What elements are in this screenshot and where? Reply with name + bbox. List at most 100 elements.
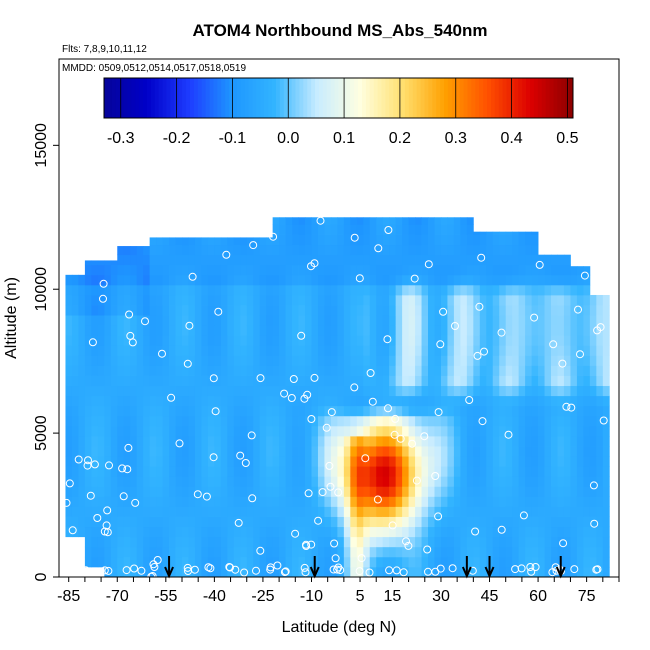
heatmap-cell (266, 405, 274, 417)
heatmap-cell (136, 466, 144, 477)
heatmap-cell (453, 476, 461, 487)
heatmap-cell (110, 264, 118, 276)
observation-point (390, 430, 399, 439)
heatmap-cell (583, 355, 591, 366)
heatmap-cell (337, 405, 345, 417)
heatmap-cell (156, 294, 163, 306)
heatmap-cell (279, 435, 286, 447)
heatmap-cell (589, 345, 597, 356)
heatmap-cell (253, 244, 261, 256)
observation-point (241, 459, 250, 467)
heatmap-cell (169, 237, 176, 246)
heatmap-cell (246, 536, 254, 548)
heatmap-cell (201, 446, 209, 457)
heatmap-cell (421, 264, 429, 276)
heatmap-cell (518, 234, 526, 246)
heatmap-cell (583, 556, 591, 568)
heatmap-cell (518, 466, 526, 477)
heatmap-cell (576, 355, 584, 366)
heatmap-cell (292, 496, 299, 507)
heatmap-cell (337, 244, 345, 256)
colorbar-segment (264, 78, 269, 118)
heatmap-cell (214, 355, 222, 366)
heatmap-cell (104, 375, 112, 387)
observation-point (214, 307, 223, 316)
heatmap-cell (104, 496, 112, 507)
heatmap-cell (156, 375, 163, 387)
heatmap-cell (65, 284, 73, 296)
heatmap-cell (356, 496, 364, 507)
heatmap-cell (499, 375, 507, 387)
heatmap-cell (311, 335, 319, 346)
colorbar-segment (393, 78, 398, 118)
heatmap-cell (376, 395, 384, 407)
heatmap-cell (453, 446, 461, 457)
heatmap-cell (343, 335, 351, 346)
heatmap-cell (589, 365, 597, 376)
heatmap-cell (395, 274, 403, 286)
heatmap-cell (175, 254, 183, 266)
heatmap-cell (305, 294, 312, 306)
heatmap-cell (408, 446, 416, 457)
heatmap-cell (188, 415, 196, 427)
heatmap-cell (207, 294, 215, 306)
heatmap-cell (227, 284, 235, 296)
heatmap-cell (259, 385, 267, 397)
heatmap-cell (259, 516, 267, 528)
heatmap-cell (253, 264, 261, 276)
heatmap-cell (143, 516, 151, 528)
heatmap-cell (570, 536, 578, 548)
heatmap-cell (453, 566, 461, 578)
heatmap-cell (395, 496, 403, 507)
colorbar-segment (408, 78, 414, 118)
heatmap-cell (253, 556, 261, 568)
heatmap-cell (292, 395, 299, 407)
heatmap-cell (576, 536, 584, 548)
heatmap-cell (233, 435, 241, 447)
colorbar-segment (483, 78, 488, 118)
heatmap-cell (233, 335, 241, 346)
heatmap-cell (156, 335, 163, 346)
heatmap-cell (233, 546, 241, 558)
heatmap-cell (136, 335, 144, 346)
heatmap-cell (376, 496, 384, 507)
heatmap-cell (402, 456, 409, 467)
heatmap-cell (84, 506, 92, 517)
heatmap-cell (169, 546, 176, 558)
heatmap-cell (220, 375, 228, 387)
heatmap-cell (356, 425, 364, 437)
heatmap-cell (91, 556, 99, 568)
heatmap-cell (201, 546, 209, 558)
heatmap-cell (538, 335, 545, 346)
observation-point (222, 250, 231, 259)
heatmap-cell (123, 335, 131, 346)
colorbar-segment (420, 78, 425, 118)
x-tick-label: 45 (481, 588, 499, 605)
heatmap-cell (65, 405, 73, 417)
heatmap-cell (246, 284, 254, 296)
heatmap-cell (350, 506, 358, 517)
heatmap-cell (525, 425, 532, 437)
heatmap-cell (337, 556, 345, 568)
heatmap-cell (525, 375, 532, 387)
heatmap-cell (570, 305, 578, 316)
heatmap-cell (363, 305, 371, 316)
heatmap-cell (214, 405, 222, 417)
observation-point (211, 407, 220, 416)
heatmap-cell (525, 254, 532, 266)
heatmap-cell (402, 425, 409, 437)
heatmap-cell (551, 546, 558, 558)
colorbar-segment (158, 78, 164, 118)
heatmap-cell (602, 315, 610, 326)
heatmap-cell (175, 315, 183, 326)
heatmap-cell (324, 546, 332, 558)
heatmap-cell (602, 335, 610, 346)
heatmap-cell (486, 375, 494, 387)
heatmap-cell (272, 305, 280, 316)
heatmap-cell (143, 446, 151, 457)
observation-point (318, 488, 327, 497)
heatmap-cell (182, 254, 189, 266)
colorbar-segment (447, 78, 453, 118)
heatmap-cell (466, 284, 474, 296)
colorbar-segment (330, 78, 336, 118)
